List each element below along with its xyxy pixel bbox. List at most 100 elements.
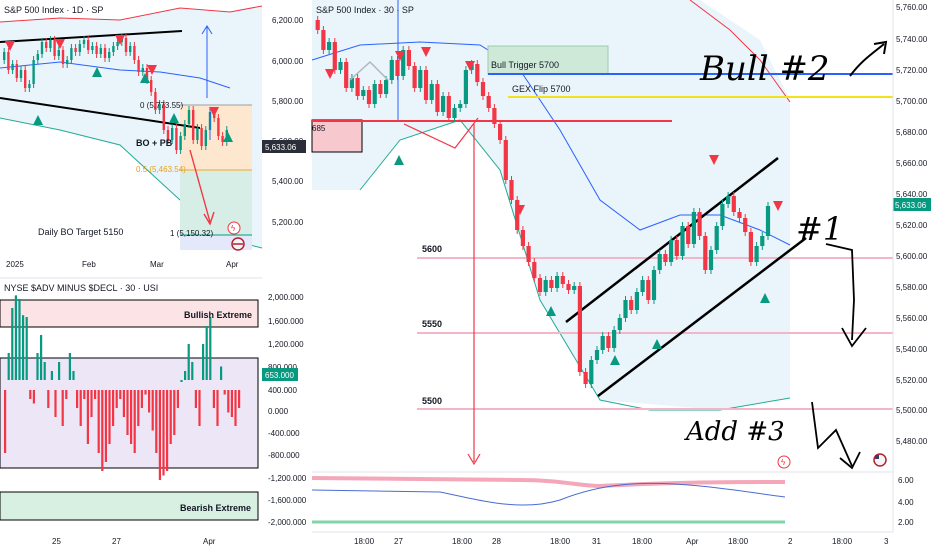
daily-candle: [200, 124, 203, 150]
svg-text:2,000.000: 2,000.000: [268, 293, 304, 302]
daily-lower-trendline[interactable]: [0, 97, 201, 129]
daily-candle: [28, 80, 31, 92]
fib-lower-zone: [180, 170, 252, 235]
intraday-candle: [566, 280, 571, 294]
intraday-candle: [395, 56, 400, 80]
daily-candle: [150, 76, 153, 96]
intraday-candle: [617, 314, 622, 334]
breadth-bar: [205, 326, 208, 380]
svg-text:18:00: 18:00: [832, 537, 853, 546]
sell-signal-marker: [147, 65, 157, 75]
intraday-candle: [743, 214, 748, 236]
breadth-value-tag: [262, 368, 298, 381]
bull-trigger-box: [487, 45, 609, 75]
channel-lower-line[interactable]: [597, 237, 807, 397]
handwriting-one: #1: [796, 210, 843, 248]
breadth-bar: [162, 390, 165, 476]
bearish-extreme-label: Bearish Extreme: [180, 503, 251, 513]
breadth-bar: [29, 390, 32, 399]
intraday-candle: [446, 92, 451, 122]
breadth-bar: [230, 390, 233, 417]
breadth-bar: [166, 390, 169, 471]
intraday-candle: [703, 232, 708, 274]
breadth-bar: [86, 390, 89, 444]
svg-text:400.000: 400.000: [268, 386, 297, 395]
sell-signal-marker: [515, 205, 525, 215]
breadth-bar: [115, 390, 118, 408]
svg-text:5,680.00: 5,680.00: [896, 128, 928, 137]
intraday-candle: [629, 296, 634, 314]
intraday-candle: [537, 274, 543, 296]
daily-pane[interactable]: S&P 500 Index · 1D · SP BO + PB 0 (5,773…: [0, 0, 263, 272]
sell-signal-marker: [773, 201, 783, 211]
daily-candle: [66, 56, 69, 68]
breadth-bar: [198, 390, 201, 426]
intraday-price-tag: [893, 198, 931, 211]
intraday-candle: [760, 232, 765, 250]
fib-1-label: 1 (5,150.32): [170, 229, 213, 238]
svg-text:Feb: Feb: [82, 260, 96, 269]
breadth-bar: [184, 371, 187, 380]
breadth-bar: [94, 390, 97, 399]
daily-target-label: Daily BO Target 5150: [38, 227, 123, 237]
intraday-candle: [589, 356, 594, 388]
intraday-candle: [669, 236, 674, 266]
intraday-candle: [720, 200, 725, 230]
breadth-bar: [140, 390, 143, 408]
daily-candle: [175, 124, 178, 154]
svg-text:5,740.00: 5,740.00: [896, 35, 928, 44]
svg-text:5,600.00: 5,600.00: [896, 252, 928, 261]
svg-text:0.000: 0.000: [268, 407, 289, 416]
svg-text:653.000: 653.000: [265, 371, 294, 380]
breadth-bar: [126, 390, 129, 435]
breadth-bar: [79, 390, 82, 426]
intraday-x-axis: 18:00 27 18:00 28 18:00 31 18:00 Apr 18:…: [354, 537, 889, 546]
sell-signal-marker: [421, 47, 431, 57]
sell-signal-marker: [209, 107, 219, 117]
intraday-candle: [549, 276, 554, 292]
buy-signal-marker: [169, 113, 179, 123]
intraday-candle: [486, 92, 491, 112]
breadth-bar: [202, 344, 205, 380]
red-target-arrow: [189, 149, 211, 223]
svg-text:-2,000.000: -2,000.000: [268, 518, 307, 527]
breadth-bar: [122, 390, 125, 417]
level-5550-label: 5550: [422, 319, 442, 329]
intraday-candle: [480, 78, 486, 100]
svg-text:5,660.00: 5,660.00: [896, 159, 928, 168]
intraday-candle: [651, 266, 657, 304]
flash-icon[interactable]: [227, 221, 241, 235]
intraday-candle: [378, 80, 383, 98]
svg-text:5,633.06: 5,633.06: [895, 201, 927, 210]
svg-text:2.00: 2.00: [898, 518, 914, 527]
intraday-candle: [726, 192, 731, 208]
svg-text:28: 28: [492, 537, 501, 546]
daily-band-upper: [0, 5, 263, 23]
level-5600-label: 5600: [422, 244, 442, 254]
svg-text:18:00: 18:00: [728, 537, 749, 546]
daily-candle: [57, 46, 60, 60]
intraday-flash-icon[interactable]: [777, 455, 791, 469]
breadth-bar: [144, 390, 147, 395]
svg-text:18:00: 18:00: [632, 537, 653, 546]
svg-text:3: 3: [884, 537, 889, 546]
svg-text:5,500.00: 5,500.00: [896, 406, 928, 415]
intraday-candle: [731, 192, 736, 216]
daily-upper-trendline[interactable]: [0, 30, 183, 43]
intraday-candle: [555, 272, 560, 292]
svg-text:6.00: 6.00: [898, 476, 914, 485]
intraday-pane[interactable]: S&P 500 Index · 30 · SP Bull Trigger 570…: [311, 0, 893, 470]
svg-text:5,540.00: 5,540.00: [896, 345, 928, 354]
intraday-candle: [361, 86, 366, 100]
intraday-candle: [606, 332, 611, 352]
intraday-candle: [452, 104, 457, 122]
breadth-bar: [104, 390, 107, 462]
oscillator-pane[interactable]: [311, 471, 893, 524]
breadth-bar: [209, 317, 212, 380]
left-box-label: 685: [312, 124, 326, 133]
buy-signal-marker: [546, 306, 556, 316]
svg-text:5,580.00: 5,580.00: [896, 283, 928, 292]
breadth-bar: [76, 390, 79, 408]
breadth-pane[interactable]: NYSE $ADV MINUS $DECL · 30 · USI Bullish…: [0, 283, 259, 546]
intraday-candle: [389, 56, 394, 84]
